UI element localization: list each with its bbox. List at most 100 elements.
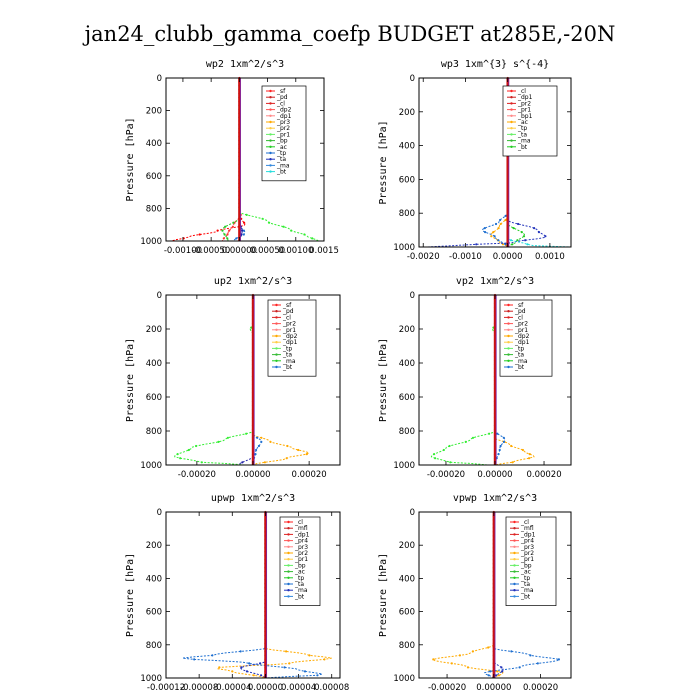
series-point xyxy=(268,221,271,224)
legend-entry: _bt xyxy=(520,593,531,600)
series-point xyxy=(195,444,198,448)
series-point xyxy=(522,235,526,238)
legend-entry: _cl xyxy=(514,314,523,321)
legend-marker xyxy=(510,89,513,93)
series-point xyxy=(285,457,288,460)
y-tick-label: 0 xyxy=(410,291,415,301)
series-point xyxy=(490,235,493,238)
legend-entry: _bt xyxy=(517,144,528,151)
legend: _sf_pd_cl_pr2_pr1_dp2_dp1_tp_ta_ma_bt xyxy=(499,299,553,377)
x-tick-label: 0.0015 xyxy=(309,246,339,256)
series-point xyxy=(283,666,286,669)
legend-entry: _dp1 xyxy=(520,531,536,538)
series-point xyxy=(226,233,229,236)
legend-marker xyxy=(513,582,516,586)
x-tick-label: 0.00000 xyxy=(222,246,257,256)
series-markers-dp1 xyxy=(433,326,495,464)
series-point xyxy=(504,218,507,222)
series-point xyxy=(241,229,244,232)
legend: _cl_mfl_dp1_pr4_pr3_pr2_pr1_bp_ac_tp_ta_… xyxy=(279,516,321,606)
series-point xyxy=(226,237,229,240)
legend-entry: _dp1 xyxy=(517,94,533,101)
legend-entry: _bp xyxy=(294,562,306,569)
x-tick-label: 0.00100 xyxy=(278,246,313,256)
legend-marker xyxy=(510,139,513,142)
series-point xyxy=(231,225,234,228)
legend-marker xyxy=(510,96,513,99)
series-point xyxy=(216,229,219,232)
series-point xyxy=(489,670,492,673)
series-point xyxy=(458,654,461,657)
legend-entry: _ma xyxy=(517,138,531,145)
series-point xyxy=(193,658,196,661)
series-markers-ta xyxy=(240,662,263,677)
legend-entry: _sf xyxy=(514,302,524,309)
legend-marker xyxy=(275,322,278,325)
series-line-dp1 xyxy=(221,78,240,242)
legend-entry: _bp1 xyxy=(517,113,533,120)
legend-marker xyxy=(275,347,278,350)
legend: _sf_pd_cl_dp2_dp1_pr3_pr2_pr1_bp_ac_tp_t… xyxy=(261,85,307,182)
legend-marker xyxy=(510,145,513,148)
series-point xyxy=(243,221,246,224)
legend-entry: _ma xyxy=(514,358,528,365)
series-point xyxy=(518,666,521,669)
legend-entry: _pr1 xyxy=(282,327,296,334)
legend-marker xyxy=(510,102,513,105)
series-point xyxy=(224,225,227,228)
legend-entry: _mfl xyxy=(520,525,534,532)
legend-entry: _pr1 xyxy=(294,556,308,563)
series-point xyxy=(488,432,491,435)
legend-marker xyxy=(510,108,513,111)
legend-marker xyxy=(507,353,510,356)
legend-entry: _ac xyxy=(520,569,531,576)
series-point xyxy=(498,448,501,452)
chart-panel-3: up2 1xm^2/s^3 Pressure [hPa] 0 200 400 600 800… xyxy=(125,276,341,480)
legend-marker xyxy=(287,539,290,542)
series-point xyxy=(303,670,307,673)
series-point xyxy=(529,654,532,657)
x-tick-label: -0.0020 xyxy=(407,252,440,262)
legend-marker xyxy=(513,589,516,592)
y-tick-label: 600 xyxy=(146,393,162,403)
legend-marker xyxy=(269,89,272,93)
series-point xyxy=(252,674,255,677)
series-point xyxy=(492,231,495,234)
series-point xyxy=(544,235,547,238)
legend-entry: _pr3 xyxy=(520,544,534,551)
series-point xyxy=(248,662,251,665)
series-point xyxy=(290,229,293,232)
y-tick-label: 600 xyxy=(399,608,415,618)
legend-marker xyxy=(275,353,278,356)
series-point xyxy=(471,650,474,653)
series-point xyxy=(239,650,242,653)
legend-marker xyxy=(275,316,278,319)
y-tick-label: 800 xyxy=(146,427,162,437)
legend-marker xyxy=(269,102,272,105)
series-point xyxy=(242,233,245,236)
series-point xyxy=(501,670,504,673)
legend-entry: _pd xyxy=(514,308,526,315)
series-point xyxy=(511,243,514,246)
y-tick-label: 600 xyxy=(146,608,162,618)
legend-entry: _pr2 xyxy=(520,550,534,557)
series-markers-pr1 xyxy=(245,213,314,240)
y-tick-label: 0 xyxy=(410,74,415,84)
y-axis-label: Pressure [hPa] xyxy=(378,120,389,204)
series-point xyxy=(520,231,523,234)
series-markers-pr2 xyxy=(260,436,308,464)
legend-marker xyxy=(510,133,513,136)
legend-marker xyxy=(287,533,290,536)
legend-entry: _ac xyxy=(294,569,305,576)
series-point xyxy=(517,222,520,226)
y-tick-label: 400 xyxy=(399,359,415,369)
legend-entry: _tp xyxy=(294,575,304,582)
y-tick-label: 200 xyxy=(399,325,415,335)
plot-frame xyxy=(418,77,572,248)
series-markers-tp xyxy=(487,650,561,677)
legend-marker xyxy=(287,570,290,573)
series-point xyxy=(257,444,260,448)
legend-entry: _ta xyxy=(520,581,530,588)
legend-marker xyxy=(269,139,272,142)
